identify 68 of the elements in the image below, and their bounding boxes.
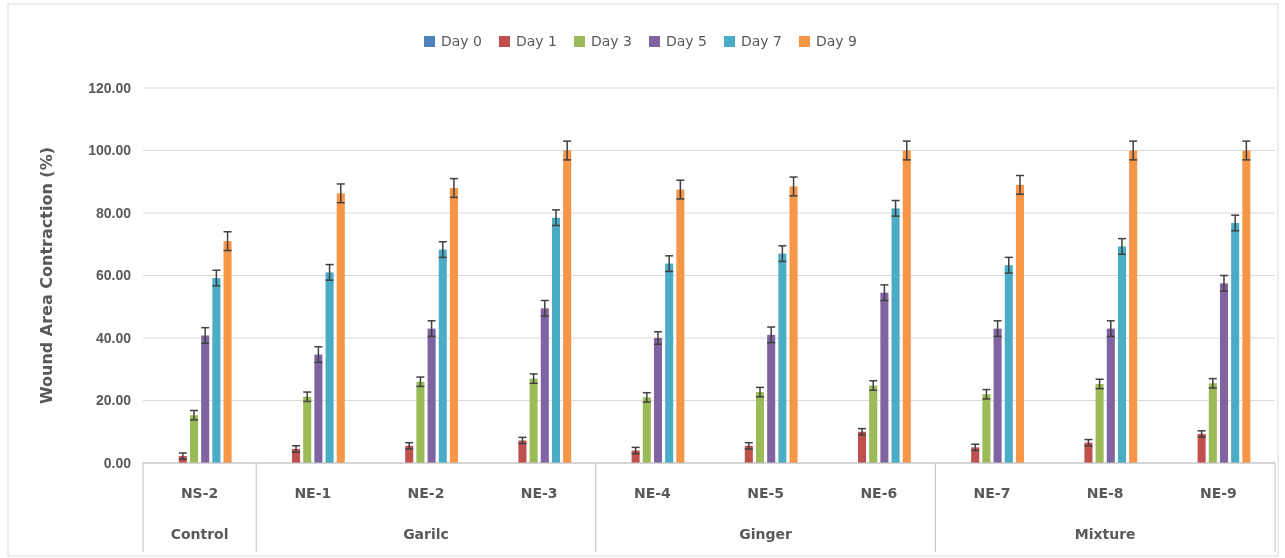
y-tick-label: 60.00 xyxy=(95,267,132,284)
y-axis-title: Wound Area Contraction (%) xyxy=(37,146,56,405)
bar xyxy=(755,392,765,463)
bar xyxy=(1129,150,1138,463)
y-tick-label: 20.00 xyxy=(95,392,132,409)
bar xyxy=(325,272,334,463)
bar xyxy=(336,193,345,463)
bar xyxy=(1117,246,1126,463)
bar xyxy=(982,394,991,463)
text: Garilc xyxy=(403,526,449,542)
x-tick-label: NE-5 xyxy=(747,485,785,501)
bar xyxy=(993,328,1002,463)
legend-label: Day 7 xyxy=(741,33,783,49)
x-tick-label: NE-4 xyxy=(633,485,672,501)
y-tick-label: 0.00 xyxy=(103,454,132,471)
x-tick-label: NS-2 xyxy=(180,485,219,501)
text: Mixture xyxy=(1074,526,1136,542)
y-tick-label: 100.00 xyxy=(88,142,132,159)
x-tick-label: NE-2 xyxy=(407,485,445,501)
bar xyxy=(902,150,911,463)
bar xyxy=(642,397,651,463)
x-tick-label: NE-8 xyxy=(1086,485,1124,501)
x-tick-label: NE-3 xyxy=(520,485,558,501)
legend-label: Day 1 xyxy=(516,33,558,49)
bar xyxy=(449,188,458,463)
legend-label: Day 0 xyxy=(441,33,483,49)
bar xyxy=(529,378,538,463)
y-tick-label: 120.00 xyxy=(88,79,132,96)
bar xyxy=(303,396,312,463)
bar xyxy=(223,241,232,463)
x-tick-label: NE-1 xyxy=(294,485,332,501)
bar xyxy=(891,208,900,463)
bar xyxy=(551,217,561,463)
bar xyxy=(653,338,663,463)
bar xyxy=(1219,283,1229,463)
y-tick-label: 80.00 xyxy=(95,204,132,221)
bar xyxy=(869,385,878,463)
bar xyxy=(789,186,798,463)
bar xyxy=(540,308,549,463)
bar xyxy=(778,253,787,463)
bar xyxy=(665,263,674,463)
bar xyxy=(201,335,210,463)
legend-label: Day 3 xyxy=(591,33,633,49)
x-tick-label: NE-6 xyxy=(860,485,898,501)
bar xyxy=(189,415,199,463)
bar xyxy=(880,292,889,463)
y-tick-label: 40.00 xyxy=(95,329,132,346)
bar xyxy=(1015,184,1024,463)
text: Ginger xyxy=(739,526,793,542)
bar xyxy=(1208,383,1217,463)
text: Control xyxy=(170,526,229,542)
bar xyxy=(1106,328,1115,463)
bar xyxy=(1004,265,1013,463)
bar xyxy=(416,381,425,463)
bar xyxy=(1231,223,1240,463)
bar xyxy=(563,150,572,463)
legend-label: Day 5 xyxy=(666,33,708,49)
bar xyxy=(767,334,776,463)
bar xyxy=(314,354,323,463)
bar xyxy=(1242,150,1251,463)
bar xyxy=(212,278,221,463)
legend-label: Day 9 xyxy=(816,33,858,49)
x-tick-label: NE-7 xyxy=(973,485,1011,501)
bar xyxy=(427,328,436,463)
bar xyxy=(438,249,447,463)
x-tick-label: NE-9 xyxy=(1199,485,1237,501)
bar xyxy=(676,189,685,463)
bar xyxy=(1095,383,1104,463)
